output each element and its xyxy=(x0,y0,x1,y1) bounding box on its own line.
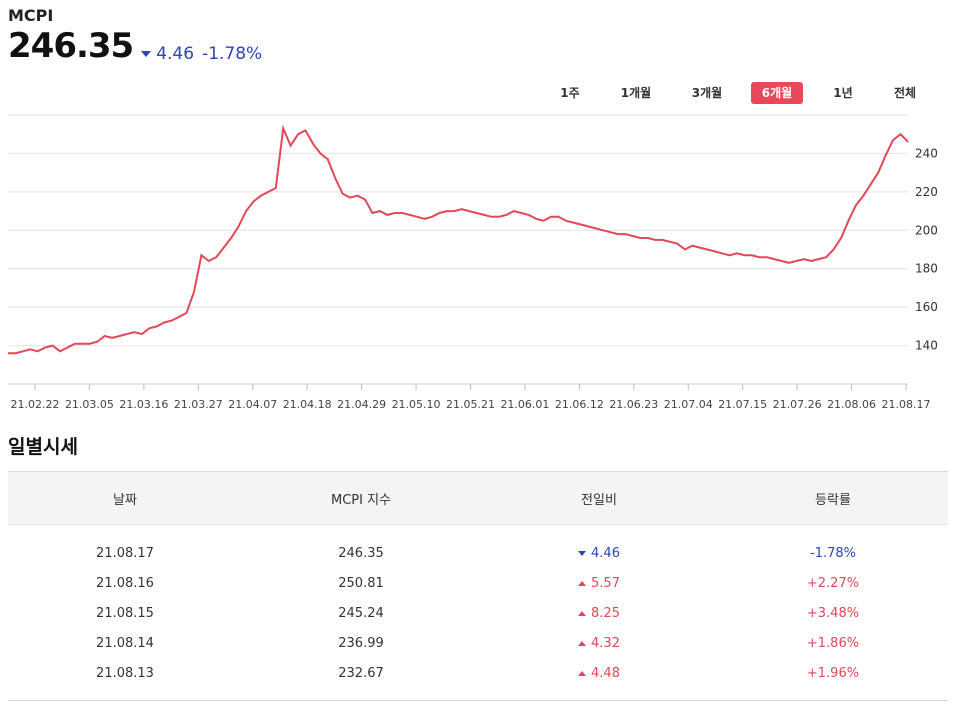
cell-index: 250.81 xyxy=(338,575,384,591)
x-tick-label: 21.08.17 xyxy=(882,398,931,411)
cell-rate: +2.27% xyxy=(806,575,860,591)
table-row: 21.08.15 245.24 8.25 +3.48% xyxy=(8,598,948,628)
x-tick-label: 21.03.16 xyxy=(119,398,168,411)
up-triangle-icon xyxy=(578,580,587,586)
cell-index: 232.67 xyxy=(338,665,384,681)
price-series-line xyxy=(8,124,909,355)
cell-date: 21.08.16 xyxy=(96,575,154,591)
down-triangle-icon xyxy=(141,51,152,57)
diff-value: 8.25 xyxy=(591,605,620,621)
x-tick-label: 21.06.01 xyxy=(500,398,549,411)
header-diff: 전일비 xyxy=(581,492,617,508)
x-tick-label: 21.04.18 xyxy=(283,398,332,411)
x-tick-label: 21.07.26 xyxy=(773,398,822,411)
x-tick-label: 21.03.27 xyxy=(174,398,223,411)
cell-rate: +1.86% xyxy=(806,635,860,651)
change-percent: -1.78% xyxy=(202,44,263,64)
header-rate: 등락률 xyxy=(815,492,851,508)
x-tick-label: 21.07.15 xyxy=(718,398,767,411)
diff-value: 4.48 xyxy=(591,665,620,681)
up-triangle-icon xyxy=(578,670,587,676)
cell-diff: 4.46 xyxy=(480,546,718,561)
cell-date: 21.08.17 xyxy=(96,545,154,561)
up-triangle-icon xyxy=(578,610,587,616)
cell-diff: 4.48 xyxy=(480,666,718,681)
header-index: MCPI 지수 xyxy=(330,492,392,508)
y-tick-label: 220 xyxy=(915,185,938,199)
x-tick-label: 21.05.10 xyxy=(392,398,441,411)
diff-value: 4.46 xyxy=(591,545,620,561)
tab-1year[interactable]: 1년 xyxy=(833,86,853,100)
current-price: 246.35 xyxy=(8,26,134,66)
x-tick-label: 21.02.22 xyxy=(11,398,60,411)
up-triangle-icon xyxy=(578,640,587,646)
tab-3months[interactable]: 3개월 xyxy=(691,86,723,100)
diff-value: 5.57 xyxy=(591,575,620,591)
cell-date: 21.08.15 xyxy=(96,605,154,621)
y-tick-label: 200 xyxy=(915,223,938,237)
cell-diff: 8.25 xyxy=(480,606,718,621)
x-tick-label: 21.08.06 xyxy=(827,398,876,411)
x-tick-label: 21.03.05 xyxy=(65,398,114,411)
x-tick-label: 21.05.21 xyxy=(446,398,495,411)
cell-diff: 4.32 xyxy=(480,636,718,651)
index-title: MCPI xyxy=(8,6,54,25)
header-date: 날짜 xyxy=(113,492,137,508)
tab-1week[interactable]: 1주 xyxy=(560,86,580,100)
cell-rate: +1.96% xyxy=(806,665,860,681)
period-tabs: 1주 1개월 3개월 6개월 1년 전체 xyxy=(0,82,967,106)
tab-1month[interactable]: 1개월 xyxy=(620,86,652,100)
change-value: 4.46 xyxy=(156,44,195,64)
cell-date: 21.08.13 xyxy=(96,665,154,681)
x-tick-label: 21.04.29 xyxy=(337,398,386,411)
cell-index: 246.35 xyxy=(338,545,384,561)
cell-rate: -1.78% xyxy=(810,545,856,561)
tab-all[interactable]: 전체 xyxy=(893,86,917,100)
cell-date: 21.08.14 xyxy=(96,635,154,651)
table-row: 21.08.16 250.81 5.57 +2.27% xyxy=(8,568,948,598)
x-tick-label: 21.07.04 xyxy=(664,398,713,411)
y-tick-label: 240 xyxy=(915,146,938,160)
price-line-chart: 140 160 180 200 220 240 21.02.22 21.03.05 21.03… xyxy=(8,114,938,411)
table-body: 21.08.17 246.35 4.46 -1.78% 21.08.16 250.81 5.… xyxy=(8,525,948,701)
price-summary: 246.35 4.46 -1.78% xyxy=(8,26,262,66)
tab-6months[interactable]: 6개월 xyxy=(751,82,803,104)
x-tick-label: 21.04.07 xyxy=(228,398,277,411)
cell-diff: 5.57 xyxy=(480,576,718,591)
daily-price-table: 날짜 MCPI 지수 전일비 등락률 21.08.17 246.35 4.46 -1.… xyxy=(8,471,948,701)
table-row: 21.08.14 236.99 4.32 +1.86% xyxy=(8,628,948,658)
x-tick-label: 21.06.23 xyxy=(609,398,658,411)
cell-index: 236.99 xyxy=(338,635,384,651)
table-row: 21.08.17 246.35 4.46 -1.78% xyxy=(8,538,948,568)
y-tick-label: 180 xyxy=(915,262,938,276)
daily-section-title: 일별시세 xyxy=(8,436,78,458)
cell-index: 245.24 xyxy=(338,605,384,621)
y-tick-label: 140 xyxy=(915,339,938,353)
diff-value: 4.32 xyxy=(591,635,620,651)
table-row: 21.08.13 232.67 4.48 +1.96% xyxy=(8,658,948,688)
x-tick-label: 21.06.12 xyxy=(555,398,604,411)
y-tick-label: 160 xyxy=(915,300,938,314)
down-triangle-icon xyxy=(578,550,587,556)
table-header: 날짜 MCPI 지수 전일비 등락률 xyxy=(8,471,948,525)
price-change: 4.46 -1.78% xyxy=(141,44,262,64)
cell-rate: +3.48% xyxy=(806,605,860,621)
